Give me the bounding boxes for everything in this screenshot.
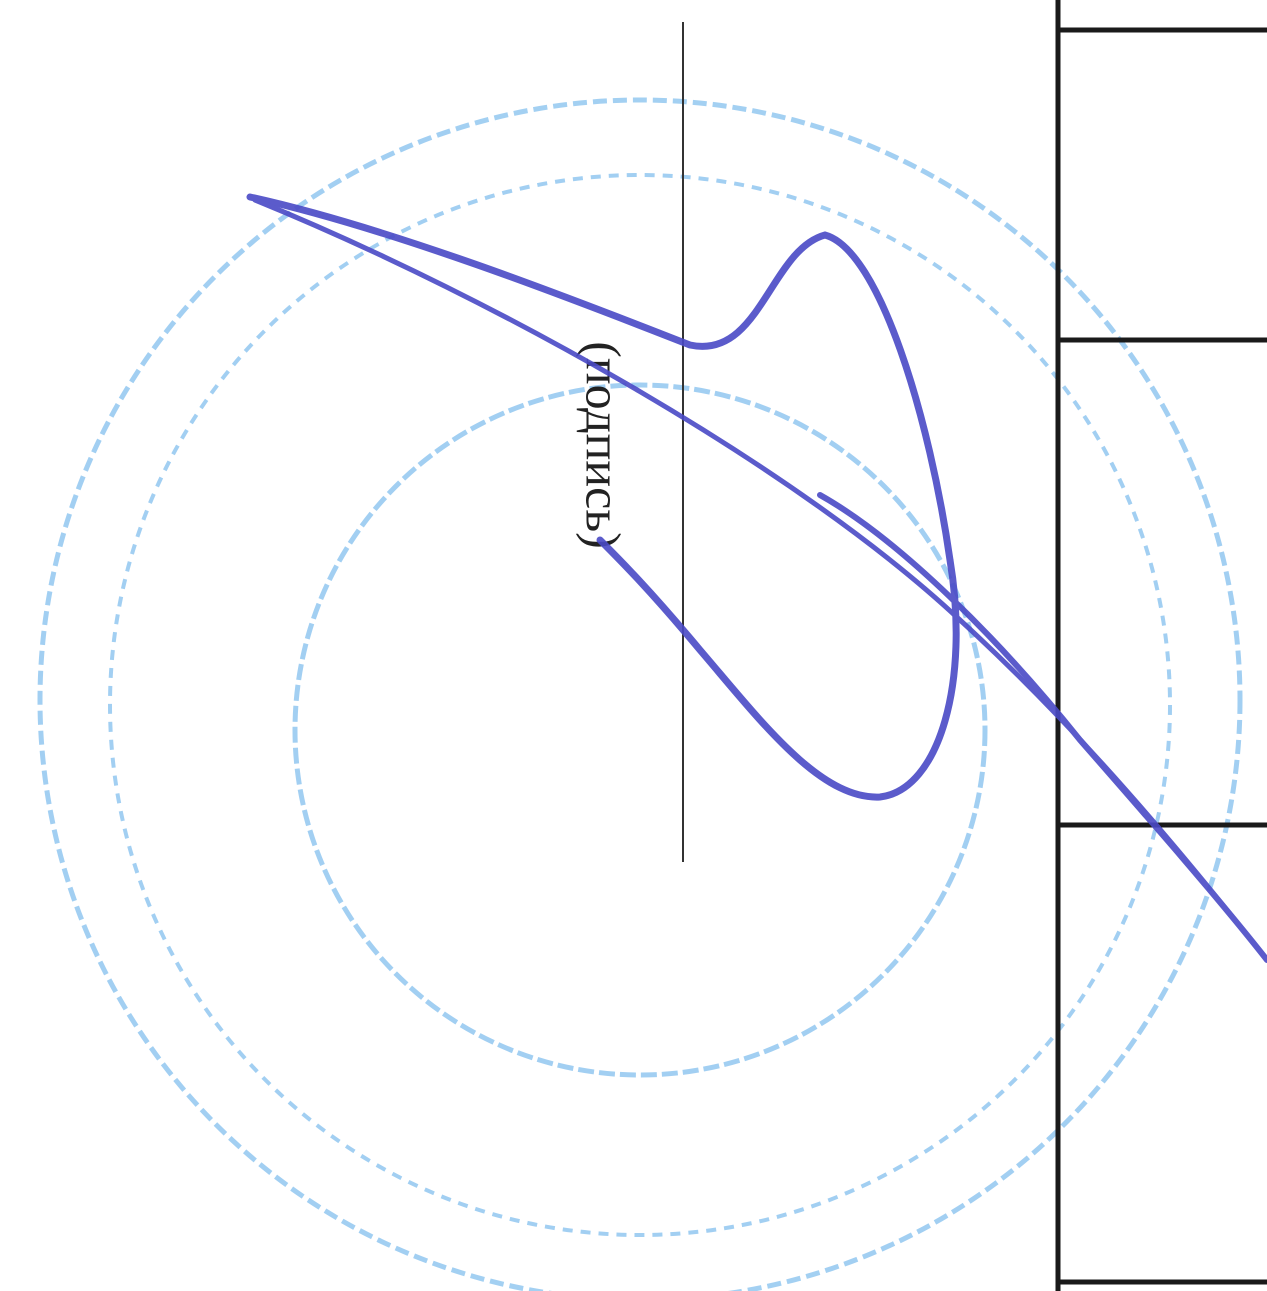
stamp-ring-outer (37, 97, 1243, 1291)
table-border (1055, 0, 1267, 1291)
stamp-ring-inner (292, 382, 988, 1078)
signature-stroke (252, 197, 1267, 963)
stamp-ring-middle (108, 173, 1172, 1237)
signature-stroke (246, 193, 960, 801)
signature-caption: (подпись) (576, 341, 632, 549)
signature (246, 193, 1267, 963)
signature-stroke (817, 492, 1267, 963)
stamp (37, 97, 1243, 1291)
